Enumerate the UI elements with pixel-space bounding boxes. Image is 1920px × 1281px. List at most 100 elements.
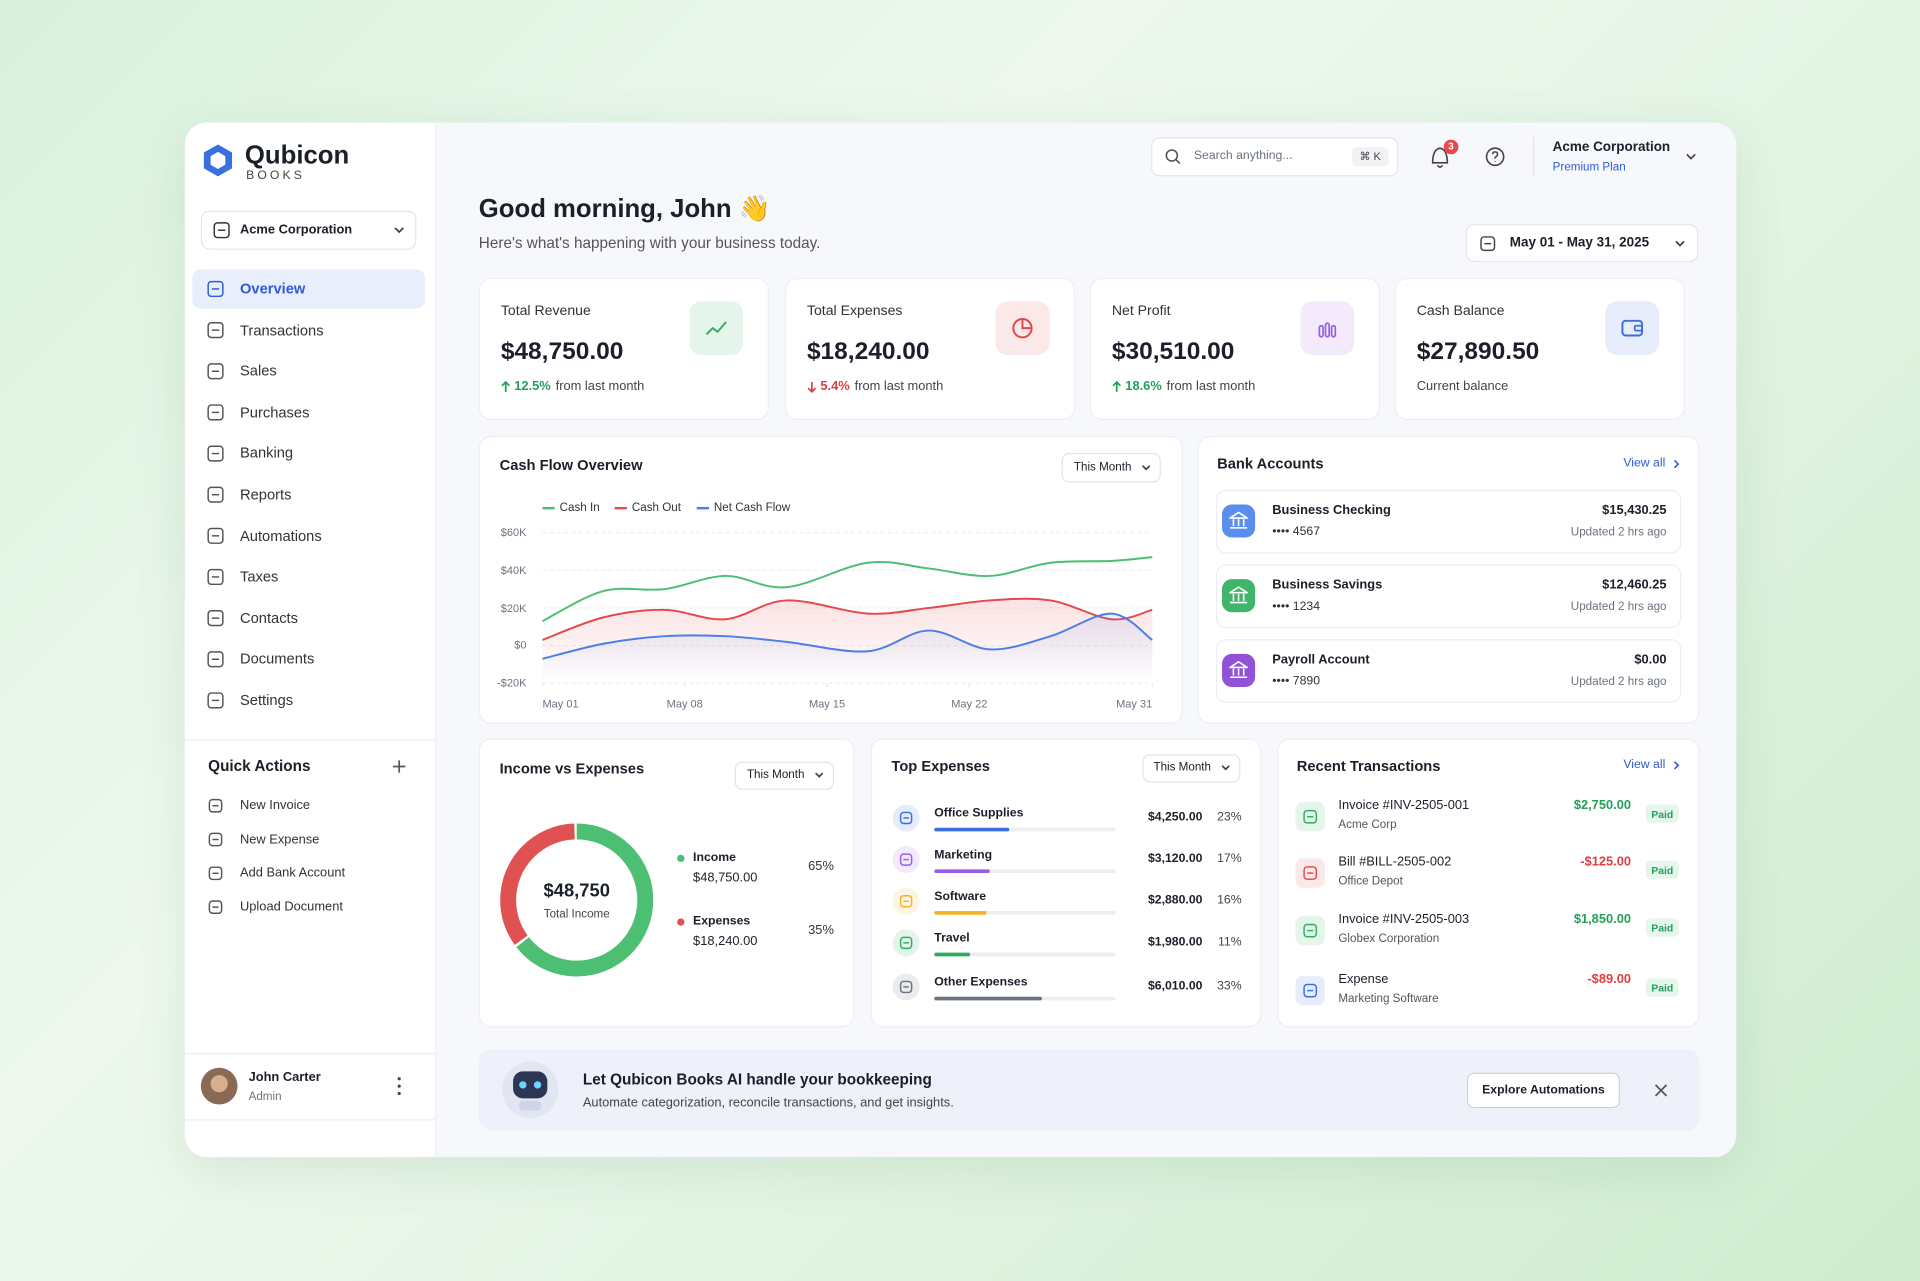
account-updated: Updated 2 hrs ago bbox=[1570, 675, 1667, 689]
donut-segment bbox=[500, 823, 654, 977]
icon bbox=[207, 610, 224, 627]
search-placeholder: Search anything... bbox=[1193, 149, 1293, 163]
icon bbox=[207, 280, 224, 298]
kpi-icon bbox=[1324, 322, 1331, 338]
y-tick-label: $0 bbox=[514, 639, 527, 652]
kpi-card bbox=[784, 277, 1076, 420]
nav-item[interactable]: Purchases bbox=[240, 403, 310, 421]
transaction-amount: $1,850.00 bbox=[1573, 911, 1632, 927]
series-line bbox=[542, 597, 1153, 641]
chevron-icon bbox=[1142, 465, 1151, 471]
nav-item[interactable]: Overview bbox=[240, 280, 306, 298]
kpi-icon bbox=[1021, 318, 1032, 330]
nav-item[interactable]: Transactions bbox=[240, 321, 324, 339]
nav-item[interactable]: Automations bbox=[240, 527, 322, 545]
transaction-title[interactable]: Invoice #INV-2505-003 bbox=[1338, 911, 1470, 927]
legend-percent: 65% bbox=[808, 859, 834, 874]
bank-row[interactable] bbox=[1215, 564, 1682, 629]
icon bbox=[899, 853, 913, 866]
view-all-link[interactable]: View all bbox=[1623, 456, 1666, 471]
x-tick-label: May 08 bbox=[666, 697, 703, 710]
chevron-icon bbox=[1221, 765, 1230, 771]
chevron-icon bbox=[394, 227, 404, 234]
nav-item[interactable]: Contacts bbox=[240, 609, 298, 627]
bank-icon bbox=[1229, 661, 1248, 679]
account-plan: Premium Plan bbox=[1552, 160, 1626, 175]
kpi-label: Net Profit bbox=[1111, 303, 1171, 319]
nav-item[interactable]: Sales bbox=[240, 362, 277, 380]
org-selector[interactable] bbox=[200, 210, 417, 250]
transaction-title[interactable]: Invoice #INV-2505-001 bbox=[1338, 798, 1470, 813]
quick-action[interactable]: New Invoice bbox=[240, 798, 311, 813]
icon bbox=[1303, 866, 1318, 880]
legend-label: Expenses bbox=[693, 914, 751, 929]
nav-item[interactable]: Settings bbox=[240, 691, 294, 709]
transaction-party: Acme Corp bbox=[1338, 818, 1397, 832]
bank-row[interactable] bbox=[1215, 639, 1682, 703]
icon bbox=[899, 894, 913, 908]
banner-button-label[interactable]: Explore Automations bbox=[1482, 1083, 1605, 1097]
icon bbox=[899, 811, 913, 825]
notification-badge bbox=[1443, 139, 1459, 155]
legend-label: Cash Out bbox=[631, 501, 681, 515]
icon bbox=[1303, 983, 1318, 998]
brand-tagline: BOOKS bbox=[246, 168, 305, 183]
account-name: Business Checking bbox=[1272, 502, 1391, 518]
icon bbox=[1303, 923, 1318, 938]
nav-item[interactable]: Banking bbox=[240, 444, 294, 462]
avatar-face bbox=[210, 1075, 228, 1093]
expense-name: Travel bbox=[934, 931, 970, 946]
transaction-status: Paid bbox=[1651, 807, 1674, 820]
chevron-icon bbox=[1686, 154, 1696, 160]
card-title: Bank Accounts bbox=[1217, 455, 1324, 473]
bar-track bbox=[934, 952, 1116, 957]
kpi-change-row: 12.5% from last month bbox=[514, 379, 644, 394]
view-all-link[interactable]: View all bbox=[1623, 757, 1666, 772]
kpi-note: from last month bbox=[1166, 379, 1256, 394]
banner-button[interactable] bbox=[1466, 1072, 1620, 1109]
kpi-card bbox=[1089, 277, 1380, 420]
transaction-title[interactable]: Bill #BILL-2505-002 bbox=[1338, 854, 1452, 870]
nav-item[interactable]: Documents bbox=[240, 650, 315, 668]
icon bbox=[207, 322, 224, 339]
robot-head bbox=[513, 1071, 548, 1099]
icon bbox=[207, 651, 224, 668]
quick-action[interactable]: Add Bank Account bbox=[240, 865, 346, 881]
transaction-title[interactable]: Expense bbox=[1338, 971, 1389, 987]
bank-row[interactable] bbox=[1215, 489, 1682, 554]
kpi-label: Cash Balance bbox=[1416, 303, 1505, 319]
nav-item[interactable]: Reports bbox=[240, 485, 292, 504]
sidebar-divider bbox=[184, 1119, 435, 1121]
nav-item[interactable]: Taxes bbox=[240, 568, 279, 586]
kpi-note: from last month bbox=[854, 379, 944, 394]
search-icon bbox=[1165, 149, 1179, 162]
robot-body bbox=[519, 1100, 542, 1111]
legend-amount: $18,240.00 bbox=[693, 933, 758, 949]
icon bbox=[208, 900, 223, 914]
icon bbox=[207, 363, 224, 380]
kpi-icon-box bbox=[689, 301, 744, 356]
icon bbox=[207, 568, 224, 586]
transaction-status: Paid bbox=[1651, 921, 1674, 934]
greeting-title: Good morning, John 👋 bbox=[478, 195, 771, 224]
expense-amount: $6,010.00 bbox=[1147, 979, 1203, 994]
notification-count: 3 bbox=[1448, 141, 1454, 153]
expense-amount: $1,980.00 bbox=[1147, 935, 1203, 949]
bell-icon bbox=[1431, 147, 1449, 168]
account-balance: $15,430.25 bbox=[1602, 502, 1667, 518]
date-range-picker[interactable] bbox=[1465, 224, 1699, 263]
bar bbox=[934, 827, 1010, 832]
transaction-party: Office Depot bbox=[1338, 874, 1403, 889]
transaction-status: Paid bbox=[1651, 863, 1674, 877]
kpi-icon bbox=[705, 321, 727, 335]
transaction-amount: -$89.00 bbox=[1587, 971, 1632, 987]
quick-action[interactable]: Upload Document bbox=[240, 899, 343, 915]
quick-action[interactable]: New Expense bbox=[240, 831, 320, 847]
filter-label: This Month bbox=[746, 768, 805, 782]
logo-mark bbox=[210, 151, 226, 169]
sidebar-divider bbox=[184, 739, 435, 741]
transaction-party: Marketing Software bbox=[1338, 992, 1439, 1006]
banner-title: Let Qubicon Books AI handle your bookkee… bbox=[582, 1070, 932, 1088]
account-number: •••• 4567 bbox=[1272, 525, 1321, 539]
